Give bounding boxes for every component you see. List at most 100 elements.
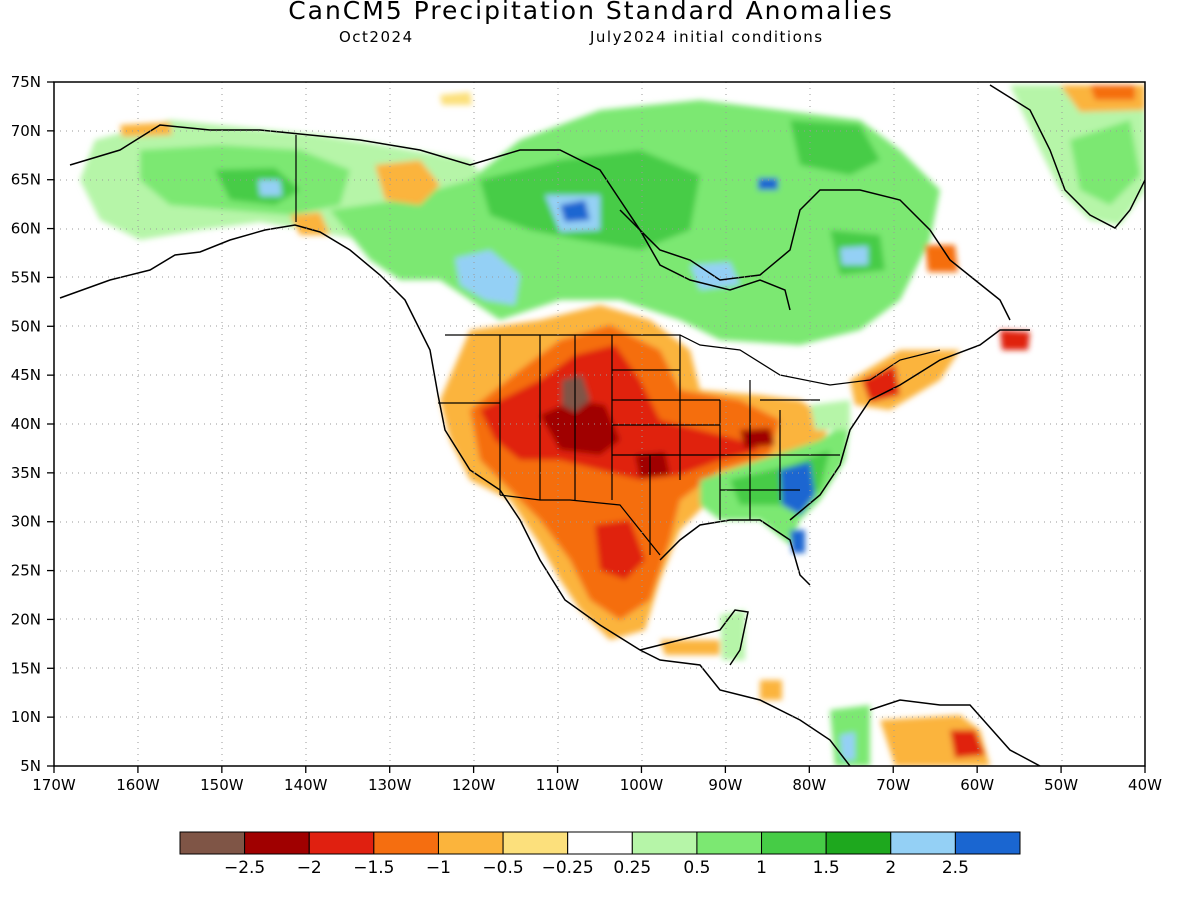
us-state-lines-east xyxy=(719,380,840,520)
greenland-coastline xyxy=(989,84,1145,229)
mexico-dry-core xyxy=(595,520,645,580)
longitude-tick-labels: 170W 160W 150W 140W 130W 120W 110W 100W 90W 80W 70… xyxy=(32,766,1162,794)
colorbar-swatch xyxy=(631,831,698,855)
labrador-blue xyxy=(840,246,868,265)
lat-tick-label: 75N xyxy=(11,73,41,91)
yucatan-wet xyxy=(720,610,745,660)
lon-tick-label: 40W xyxy=(1128,776,1162,794)
colorbar-label: −2.5 xyxy=(224,858,265,878)
greenland-wet-core xyxy=(1070,120,1140,205)
hudson-bay-coastline xyxy=(619,209,791,311)
lat-tick-label: 60N xyxy=(11,220,41,238)
quebec-wet-core xyxy=(790,120,880,175)
southwest-dry-core xyxy=(540,400,620,455)
colorbar-swatch xyxy=(502,831,569,855)
colorbar-label: −1 xyxy=(426,858,451,878)
arctic-coastline xyxy=(69,124,1011,321)
newfoundland-dry xyxy=(1000,330,1030,350)
lon-tick-label: 50W xyxy=(1044,776,1078,794)
carolinas-blue xyxy=(780,462,815,515)
gulf-coastline xyxy=(659,519,811,586)
graticule xyxy=(54,82,1145,766)
colorbar-label: 1 xyxy=(756,858,767,878)
coastlines xyxy=(59,84,1145,766)
colorbar-swatch xyxy=(437,831,504,855)
lon-tick-label: 140W xyxy=(284,776,328,794)
lon-tick-label: 160W xyxy=(116,776,160,794)
colorbar-swatch xyxy=(308,831,375,855)
lat-tick-label: 5N xyxy=(20,757,41,775)
bc-dry-patch xyxy=(375,160,440,205)
lat-tick-label: 55N xyxy=(11,268,41,286)
baffin-blue xyxy=(758,178,778,190)
colorbar-label: −0.5 xyxy=(482,858,523,878)
lat-tick-label: 10N xyxy=(11,708,41,726)
north-america-coastline xyxy=(59,224,851,766)
venezuela-dry-core xyxy=(950,730,985,758)
colorbar-label: 2.5 xyxy=(942,858,969,878)
lat-tick-label: 35N xyxy=(11,464,41,482)
map-plot-area xyxy=(54,82,1145,766)
colorbar-label: −1.5 xyxy=(353,858,394,878)
us-mexico-border xyxy=(499,494,661,556)
lat-tick-label: 65N xyxy=(11,171,41,189)
colorbar-label: 0.5 xyxy=(683,858,710,878)
lon-tick-label: 90W xyxy=(708,776,742,794)
colorbar-swatch xyxy=(696,831,763,855)
initial-conditions: July2024 initial conditions xyxy=(590,28,824,46)
south-america-coastline xyxy=(869,699,1041,766)
forecast-month: Oct2024 xyxy=(339,28,414,46)
colorbar-labels: −2.5 −2 −1.5 −1 −0.5 −0.25 0.25 0.5 1 1.5 2 2.5 xyxy=(224,858,969,878)
colorbar-swatch xyxy=(761,831,827,855)
lon-tick-label: 70W xyxy=(876,776,910,794)
lon-tick-label: 110W xyxy=(536,776,580,794)
alaska-small-wet-spot xyxy=(258,180,282,196)
colorbar-swatch xyxy=(567,831,633,855)
lat-tick-label: 40N xyxy=(11,415,41,433)
central-america-dry xyxy=(660,640,720,655)
lat-tick-label: 50N xyxy=(11,317,41,335)
florida-blue xyxy=(790,530,805,553)
colorbar-label: −2 xyxy=(297,858,322,878)
latitude-tick-labels: 75N 70N 65N 60N 55N 50N 45N 40N 35N 30N 25N 20N 15N 1… xyxy=(11,73,54,775)
midatlantic-wet xyxy=(810,400,850,430)
kentucky-dry-core xyxy=(740,428,775,448)
lon-tick-label: 150W xyxy=(200,776,244,794)
lat-tick-label: 70N xyxy=(11,122,41,140)
lat-tick-label: 45N xyxy=(11,366,41,384)
lon-tick-label: 80W xyxy=(792,776,826,794)
colorbar-label: 1.5 xyxy=(813,858,840,878)
yucatan-coastline xyxy=(639,609,749,666)
lat-tick-label: 15N xyxy=(11,659,41,677)
lon-tick-label: 170W xyxy=(32,776,76,794)
colorbar-swatch xyxy=(373,831,439,855)
lat-tick-label: 30N xyxy=(11,513,41,531)
east-coastline xyxy=(789,329,1030,521)
greenland-dry-core xyxy=(1090,85,1135,100)
colorbar-label: 0.25 xyxy=(613,858,651,878)
honduras-dry xyxy=(760,680,782,700)
colorbar-label: −0.25 xyxy=(542,858,594,878)
lon-tick-label: 130W xyxy=(368,776,412,794)
colorbar-swatch xyxy=(244,831,310,855)
us-strong-dry xyxy=(480,345,760,480)
nwt-blue-spot xyxy=(455,250,520,305)
colorbar-swatch xyxy=(890,831,956,855)
map-title: CanCM5 Precipitation Standard Anomalies xyxy=(288,0,894,25)
lat-tick-label: 20N xyxy=(11,610,41,628)
colombia-blue xyxy=(840,732,855,760)
colorbar xyxy=(179,831,1021,855)
wyoming-extreme-dry xyxy=(562,375,590,412)
hudson-bay-blue-core xyxy=(560,200,590,222)
northeast-dry-core xyxy=(862,365,900,402)
colorbar-swatch xyxy=(825,831,892,855)
arctic-dry xyxy=(440,92,472,105)
us-state-lines-west xyxy=(438,335,720,555)
quebec-dry-patch xyxy=(925,245,958,272)
lon-tick-label: 120W xyxy=(452,776,496,794)
colorbar-swatch xyxy=(179,831,246,855)
oklahoma-dry-core xyxy=(635,452,670,478)
lat-tick-label: 25N xyxy=(11,562,41,580)
colorbar-label: 2 xyxy=(885,858,896,878)
